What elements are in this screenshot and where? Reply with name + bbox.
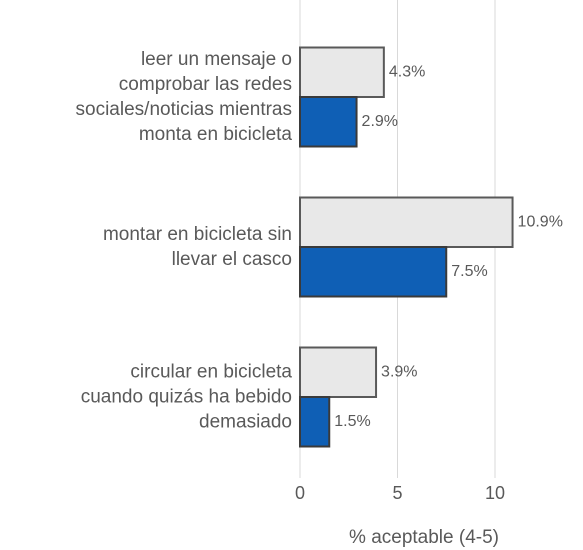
x-tick-label: 0 <box>295 483 305 503</box>
bar <box>299 246 448 298</box>
category-label: circular en bicicleta cuando quizás ha b… <box>80 361 292 433</box>
bar <box>299 196 514 248</box>
bar <box>299 96 358 148</box>
x-tick-label: 5 <box>392 483 402 503</box>
value-label: 4.3% <box>389 63 425 80</box>
value-label: 7.5% <box>451 263 487 280</box>
x-axis-label: % aceptable (4-5) <box>349 527 499 548</box>
category-label: leer un mensaje o comprobar las redes so… <box>75 49 292 145</box>
value-label: 3.9% <box>381 363 417 380</box>
bar <box>299 46 385 98</box>
bar <box>299 396 331 448</box>
value-label: 10.9% <box>518 213 563 230</box>
category-label: montar en bicicleta sin llevar el casco <box>102 224 292 270</box>
bar <box>299 346 378 398</box>
value-label: 1.5% <box>334 413 370 430</box>
value-label: 2.9% <box>362 113 398 130</box>
x-tick-label: 10 <box>485 483 505 503</box>
